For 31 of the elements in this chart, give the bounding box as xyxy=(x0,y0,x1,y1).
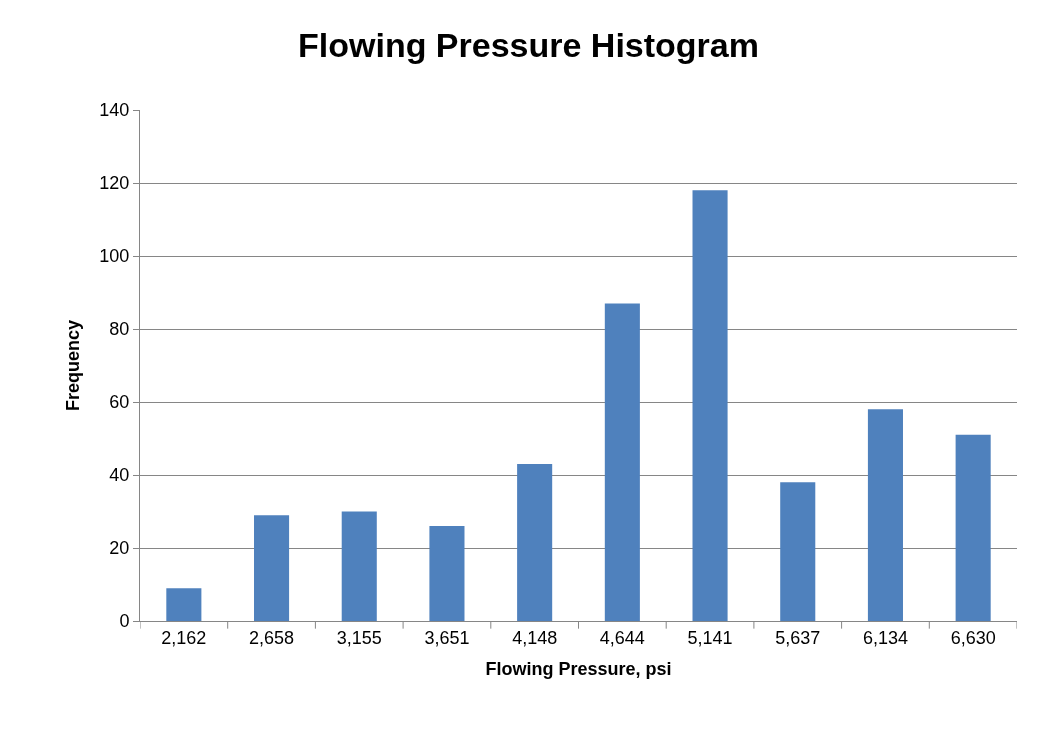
x-tick-label: 5,141 xyxy=(687,627,733,648)
x-tick-label: 6,630 xyxy=(950,627,996,648)
y-tick-label: 40 xyxy=(109,465,130,486)
bar xyxy=(166,588,202,621)
bar xyxy=(780,482,816,621)
x-tick-label: 2,162 xyxy=(161,627,207,648)
y-axis-title: Frequency xyxy=(62,319,83,412)
x-tick-label: 6,134 xyxy=(862,627,908,648)
x-tick-label: 3,651 xyxy=(424,627,470,648)
y-tick-label: 120 xyxy=(99,173,130,194)
x-tick-label: 2,658 xyxy=(249,627,295,648)
chart-title: Flowing Pressure Histogram xyxy=(298,25,759,64)
y-tick-label: 140 xyxy=(99,100,130,121)
bar xyxy=(341,511,377,621)
bar xyxy=(517,464,553,621)
x-tick-label: 3,155 xyxy=(336,627,382,648)
y-tick-label: 0 xyxy=(119,611,130,632)
bar xyxy=(955,434,991,621)
x-tick-label: 4,148 xyxy=(512,627,558,648)
y-tick-label: 80 xyxy=(109,319,130,340)
bar xyxy=(429,526,465,621)
bar xyxy=(604,303,640,621)
y-tick-label: 60 xyxy=(109,392,130,413)
x-tick-label: 5,637 xyxy=(775,627,821,648)
x-tick-label: 4,644 xyxy=(599,627,645,648)
y-tick-label: 20 xyxy=(109,538,130,559)
bar xyxy=(692,190,728,621)
bar xyxy=(254,515,290,621)
y-tick-label: 100 xyxy=(99,246,130,267)
bar xyxy=(867,409,903,621)
x-axis-title: Flowing Pressure, psi xyxy=(485,658,672,679)
